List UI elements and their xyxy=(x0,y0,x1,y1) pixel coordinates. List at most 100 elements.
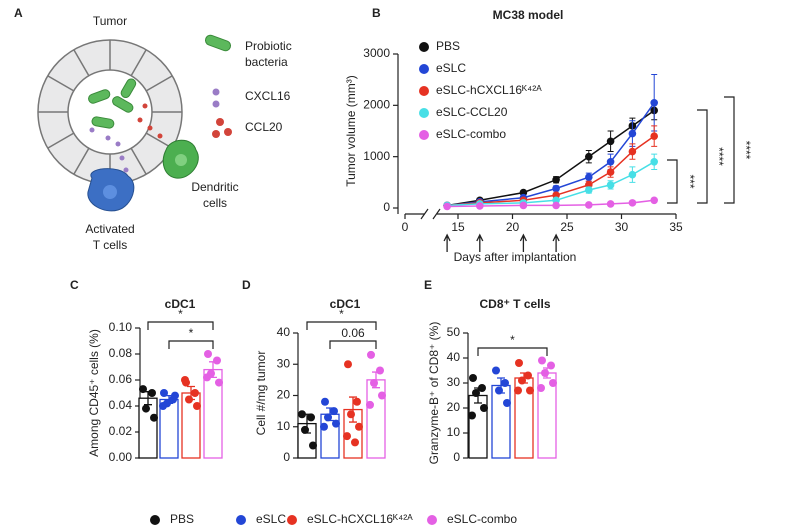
y-tick-label: 0.06 xyxy=(109,372,133,386)
point xyxy=(150,413,158,422)
point xyxy=(503,399,511,407)
point xyxy=(650,196,658,205)
y-tick-label: 10 xyxy=(277,419,291,433)
point xyxy=(320,422,328,431)
diagram-label: Dendritic xyxy=(191,180,238,194)
x-tick-label: 0 xyxy=(402,220,409,234)
point xyxy=(370,379,378,387)
y-axis-label: Tumor volume (mm³) xyxy=(344,75,358,187)
point xyxy=(628,129,637,138)
point xyxy=(606,168,615,176)
bracket xyxy=(168,340,214,349)
diagram-label: Activated xyxy=(85,222,134,236)
point xyxy=(628,199,637,207)
x-tick-label: 15 xyxy=(451,220,465,234)
panel-letter: A xyxy=(14,6,23,20)
line xyxy=(446,109,655,207)
point xyxy=(171,391,179,400)
x-tick-label: 25 xyxy=(560,220,574,234)
x-tick-label: 35 xyxy=(669,220,683,234)
y-tick-label: 1000 xyxy=(363,149,390,163)
point xyxy=(181,376,189,384)
point xyxy=(185,395,193,404)
significance: * xyxy=(178,307,183,321)
y-tick-label: 40 xyxy=(447,350,461,364)
point xyxy=(148,389,156,397)
bracket xyxy=(667,159,678,204)
bracket xyxy=(329,340,377,349)
line xyxy=(447,102,655,207)
y-tick-label: 30 xyxy=(277,356,291,370)
y-tick-label: 0.02 xyxy=(109,424,133,438)
point xyxy=(367,350,375,359)
bracket xyxy=(724,96,735,204)
legend-label: PBS xyxy=(436,39,460,53)
point xyxy=(343,432,351,441)
panel-letter: E xyxy=(424,278,432,292)
point xyxy=(476,202,484,210)
bracket xyxy=(147,321,214,330)
legend-marker xyxy=(419,64,429,74)
point xyxy=(492,366,500,375)
panel-letter: C xyxy=(70,278,79,292)
point xyxy=(298,410,306,419)
y-axis-label: Cell #/mg tumor xyxy=(254,351,268,436)
point xyxy=(585,173,593,181)
point xyxy=(585,186,593,194)
point xyxy=(321,397,329,406)
point xyxy=(478,384,486,392)
y-tick-label: 0 xyxy=(383,200,390,214)
treatment-arrow xyxy=(443,233,451,252)
diagram-label: Probiotic xyxy=(245,39,292,53)
tumor-diagram xyxy=(37,34,232,212)
y-tick-label: 2000 xyxy=(363,98,390,112)
y-tick-label: 20 xyxy=(447,400,461,414)
point xyxy=(159,402,167,410)
significance: *** xyxy=(683,174,697,188)
treatment-arrow xyxy=(476,233,484,252)
y-tick-label: 30 xyxy=(447,375,461,389)
diagram-label: T cells xyxy=(93,238,127,252)
y-tick-label: 20 xyxy=(277,388,291,402)
point xyxy=(160,389,168,397)
x-tick-label: 30 xyxy=(615,220,629,234)
legend-label: eSLC-hCXCL16ᴷ⁴²ᴬ xyxy=(307,512,413,526)
y-tick-label: 40 xyxy=(277,325,291,339)
point xyxy=(376,366,384,375)
point xyxy=(552,201,560,210)
y-tick-label: 0.10 xyxy=(109,320,133,334)
point xyxy=(347,410,355,419)
point xyxy=(203,373,211,382)
significance: * xyxy=(510,333,515,347)
point xyxy=(330,407,338,416)
y-tick-label: 0 xyxy=(453,450,460,464)
bar xyxy=(491,384,511,459)
point xyxy=(139,385,147,394)
bracket xyxy=(306,321,377,330)
point xyxy=(552,175,560,184)
point xyxy=(495,386,503,395)
point xyxy=(344,360,352,369)
bracket xyxy=(697,109,708,204)
point xyxy=(324,413,332,422)
legend-label: eSLC-combo xyxy=(436,127,506,141)
panel-letter: D xyxy=(242,278,251,292)
y-tick-label: 50 xyxy=(447,325,461,339)
legend-label: eSLC xyxy=(436,61,466,75)
point xyxy=(518,376,526,385)
line xyxy=(447,135,655,207)
y-tick-label: 0.04 xyxy=(109,398,133,412)
point xyxy=(355,422,363,431)
point xyxy=(538,356,546,365)
point xyxy=(514,386,522,395)
legend-label: PBS xyxy=(170,512,194,526)
diagram-label: cells xyxy=(203,196,227,210)
point xyxy=(526,386,534,395)
y-tick-label: 0.00 xyxy=(109,450,133,464)
point xyxy=(606,158,615,166)
chart-title: cDC1 xyxy=(165,297,196,311)
significance: * xyxy=(189,326,194,340)
point xyxy=(606,200,615,208)
point xyxy=(547,361,555,370)
